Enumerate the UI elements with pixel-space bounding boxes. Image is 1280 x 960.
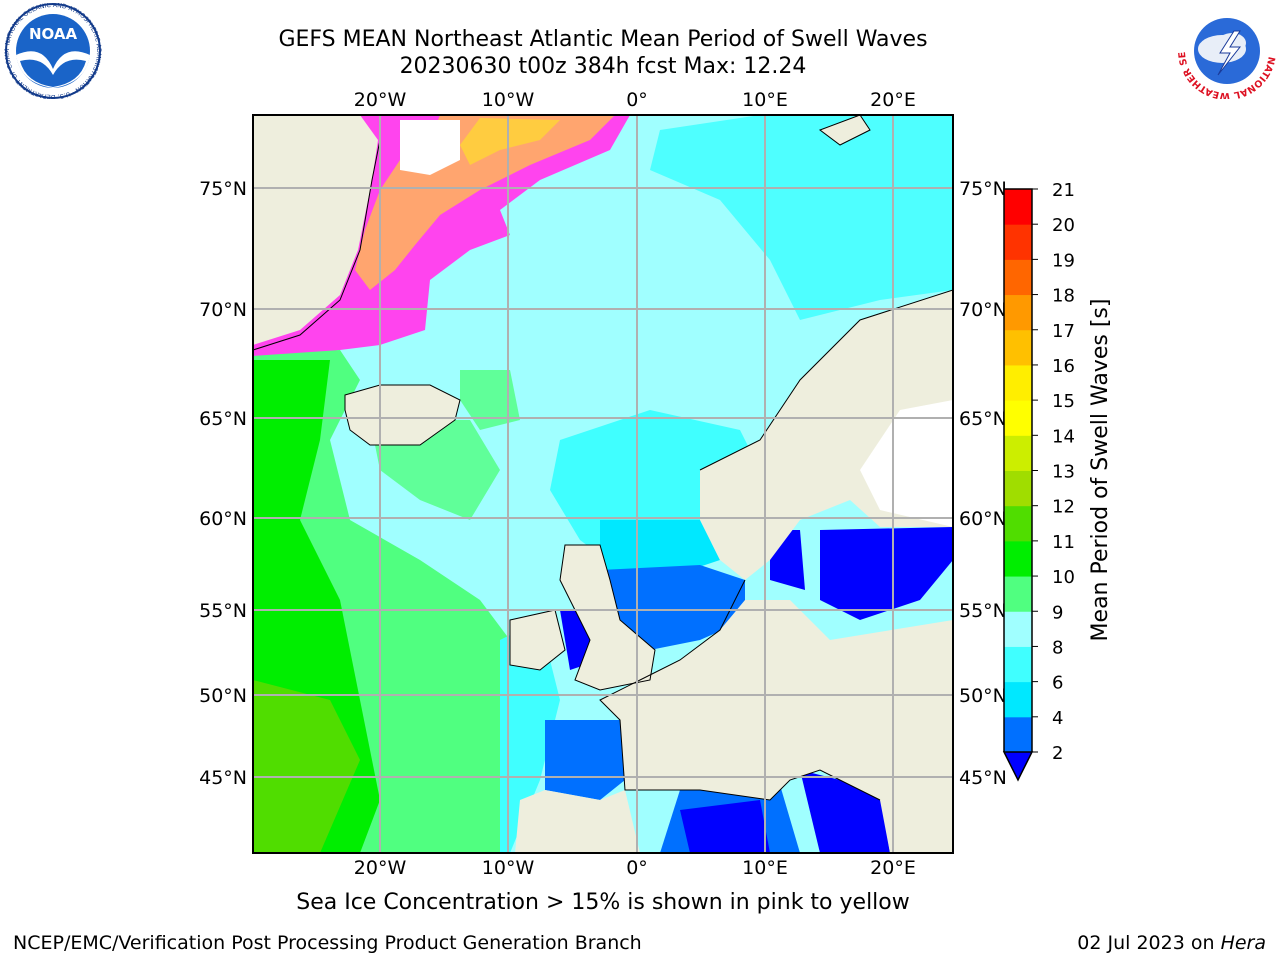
lat-label-right: 50°N (959, 685, 1007, 707)
colorbar-tick-label: 9 (1052, 602, 1063, 623)
colorbar-tick-label: 2 (1052, 743, 1063, 764)
noaa-logo-text: NOAA (29, 25, 78, 43)
colorbar-segment (1004, 294, 1032, 331)
colorbar-segment (1004, 681, 1032, 718)
colorbar: 2 4 6 8 9 10 11 12 13 14 15 16 17 18 19 20 21 (1002, 180, 1075, 782)
nws-logo: NATIONAL WEATHER SERVICE (1176, 3, 1277, 99)
lon-label-top: 20°E (870, 89, 916, 111)
colorbar-tick-label: 12 (1052, 497, 1075, 518)
lon-label-top: 10°W (482, 89, 535, 111)
lon-labels: 20°W 10°W 0° 10°E 20°E 20°W 10°W 0° 10°E… (354, 89, 916, 879)
sea-ice-note: Sea Ice Concentration > 15% is shown in … (296, 890, 910, 915)
colorbar-tick-label: 15 (1052, 391, 1075, 412)
lat-label-right: 60°N (959, 508, 1007, 530)
lon-label-bottom: 20°E (870, 857, 916, 879)
colorbar-tick-label: 18 (1052, 286, 1075, 307)
colorbar-segment (1004, 540, 1032, 577)
footer-date: 02 Jul 2023 on Hera (1077, 932, 1266, 954)
map-field (253, 115, 953, 853)
ireland-land (509, 609, 566, 671)
noaa-logo: NATIONAL OCEANIC AND ATMOSPHERIC ADMINIS… (2, 3, 102, 99)
lat-labels: 75°N 70°N 65°N 60°N 55°N 50°N 45°N 75°N … (199, 178, 1007, 789)
colorbar-segment (1004, 646, 1032, 683)
chart-title: GEFS MEAN Northeast Atlantic Mean Period… (278, 27, 928, 52)
colorbar-tick-label: 13 (1052, 462, 1075, 483)
lon-label-top: 10°E (742, 89, 788, 111)
sea-ice-pink (253, 115, 630, 356)
colorbar-segment (1004, 505, 1032, 542)
colorbar-segment (1004, 435, 1032, 471)
lat-label-left: 75°N (199, 178, 247, 200)
lat-label-right: 70°N (959, 299, 1007, 321)
lat-label-right: 45°N (959, 767, 1007, 789)
colorbar-segment (1004, 470, 1032, 507)
colorbar-tick-label: 19 (1052, 250, 1075, 271)
lat-label-right: 75°N (959, 178, 1007, 200)
colorbar-tick-label: 21 (1052, 180, 1075, 201)
lat-label-left: 60°N (199, 508, 247, 530)
lat-label-right: 55°N (959, 600, 1007, 622)
lat-label-left: 45°N (199, 767, 247, 789)
colorbar-segment (1004, 189, 1032, 225)
lat-label-left: 55°N (199, 600, 247, 622)
iberia-land (515, 790, 640, 853)
great-britain-land (559, 544, 656, 691)
colorbar-tick-label: 20 (1052, 215, 1075, 236)
chart-subtitle: 20230630 t00z 384h fcst Max: 12.24 (399, 54, 807, 79)
colorbar-segment (1004, 364, 1032, 401)
swell-11-12 (253, 680, 360, 853)
lon-label-top: 20°W (354, 89, 407, 111)
lon-label-bottom: 0° (626, 857, 648, 879)
lon-label-top: 0° (626, 89, 648, 111)
colorbar-tick-label: 10 (1052, 567, 1075, 588)
colorbar-segment (1004, 576, 1032, 612)
swell-6-8 (600, 520, 720, 580)
colorbar-tick-label: 6 (1052, 673, 1063, 694)
lat-label-left: 70°N (199, 299, 247, 321)
footer-host: Hera (1220, 932, 1266, 954)
colorbar-segment (1004, 611, 1032, 647)
colorbar-tick-label: 17 (1052, 321, 1075, 342)
lon-label-bottom: 10°W (482, 857, 535, 879)
footer-date-text: 02 Jul 2023 on (1077, 932, 1215, 954)
colorbar-tick-label: 16 (1052, 356, 1075, 377)
lon-label-bottom: 20°W (354, 857, 407, 879)
greenland-land (253, 115, 380, 350)
map-grid (253, 115, 953, 853)
colorbar-tick-label: 11 (1052, 532, 1075, 553)
lat-label-left: 65°N (199, 408, 247, 430)
iceland-land (344, 384, 461, 446)
map-frame (252, 114, 954, 854)
colorbar-tick-label: 4 (1052, 708, 1063, 729)
colorbar-segment (1004, 259, 1032, 296)
colorbar-segment (1004, 716, 1032, 753)
lat-label-right: 65°N (959, 408, 1007, 430)
ice-edge-white (400, 120, 460, 175)
colorbar-segment (1004, 329, 1032, 366)
colorbar-segment (1004, 400, 1032, 436)
colorbar-label: Mean Period of Swell Waves [s] (1088, 299, 1113, 642)
lat-label-left: 50°N (199, 685, 247, 707)
colorbar-tick-label: 8 (1052, 637, 1063, 658)
colorbar-segment (1004, 224, 1032, 260)
lon-label-bottom: 10°E (742, 857, 788, 879)
sea-ice-yellow (460, 118, 560, 165)
colorbar-extend-arrow (1002, 751, 1034, 782)
footer-credit: NCEP/EMC/Verification Post Processing Pr… (13, 932, 642, 954)
colorbar-tick-label: 14 (1052, 426, 1075, 447)
gulf-bothnia (860, 400, 953, 527)
